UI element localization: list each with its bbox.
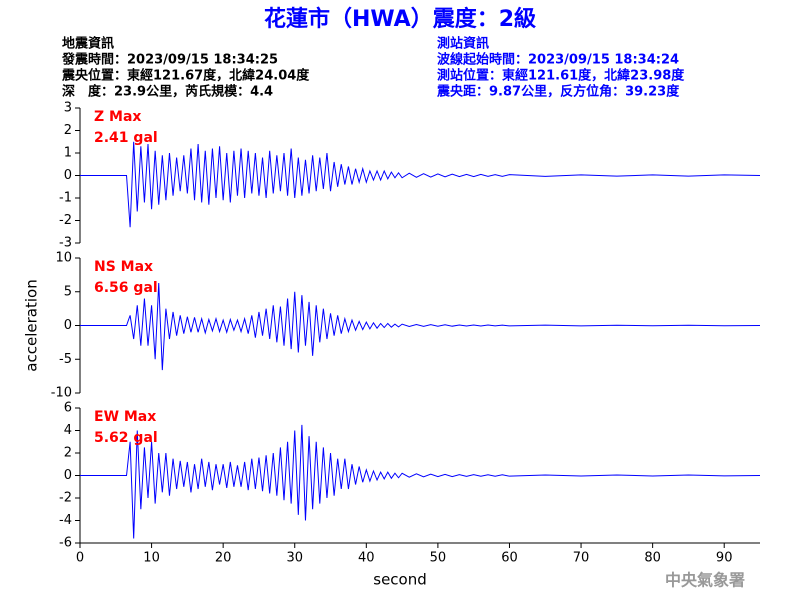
info-right: 測站位置：東經121.61度，北緯23.98度	[437, 68, 685, 84]
x-tick-label: 10	[143, 551, 160, 566]
waveform	[80, 282, 761, 371]
component-label: Z Max	[94, 109, 141, 125]
x-axis-label: second	[373, 571, 427, 589]
x-tick-label: 80	[644, 551, 661, 566]
max-label: 5.62 gal	[94, 430, 158, 446]
y-tick-label: 0	[64, 168, 72, 183]
component-label: EW Max	[94, 409, 156, 425]
y-tick-label: 5	[64, 284, 72, 299]
max-label: 6.56 gal	[94, 280, 158, 296]
y-tick-label: 0	[64, 468, 72, 483]
x-tick-label: 40	[358, 551, 375, 566]
y-tick-label: -10	[51, 386, 72, 401]
info-left: 發震時間：2023/09/15 18:34:25	[61, 52, 278, 68]
y-tick-label: -1	[59, 191, 72, 206]
x-tick-label: 0	[76, 551, 84, 566]
y-tick-label: 4	[64, 423, 72, 438]
info-left: 深 度：23.9公里，芮氏規模：4.4	[62, 84, 273, 100]
y-tick-label: 1	[64, 146, 72, 161]
info-right: 震央距：9.87公里，反方位角：39.23度	[436, 84, 680, 100]
y-tick-label: -2	[59, 213, 72, 228]
footer: 中央氣象署	[665, 571, 745, 590]
y-tick-label: 2	[64, 446, 72, 461]
y-tick-label: 2	[64, 123, 72, 138]
y-tick-label: -4	[59, 513, 72, 528]
info-right: 測站資訊	[437, 36, 489, 52]
info-right: 波線起始時間：2023/09/15 18:34:24	[437, 52, 679, 68]
component-label: NS Max	[94, 259, 153, 275]
y-tick-label: 10	[55, 251, 72, 266]
y-tick-label: -5	[59, 352, 72, 367]
y-axis-label: acceleration	[23, 279, 41, 371]
y-tick-label: -3	[59, 236, 72, 251]
y-tick-label: 0	[64, 318, 72, 333]
x-tick-label: 90	[716, 551, 733, 566]
max-label: 2.41 gal	[94, 130, 158, 146]
waveform	[80, 424, 761, 539]
x-tick-label: 30	[286, 551, 303, 566]
y-tick-label: -6	[59, 536, 72, 551]
info-left: 地震資訊	[62, 36, 114, 52]
x-tick-label: 60	[501, 551, 518, 566]
x-tick-label: 70	[573, 551, 590, 566]
x-tick-label: 20	[215, 551, 232, 566]
y-tick-label: 6	[64, 401, 72, 416]
title: 花蓮市（HWA）震度：2級	[264, 6, 536, 32]
y-tick-label: -2	[59, 491, 72, 506]
info-left: 震央位置：東經121.67度，北緯24.04度	[61, 68, 310, 84]
x-tick-label: 50	[430, 551, 447, 566]
y-tick-label: 3	[64, 101, 72, 116]
waveform	[80, 141, 761, 228]
